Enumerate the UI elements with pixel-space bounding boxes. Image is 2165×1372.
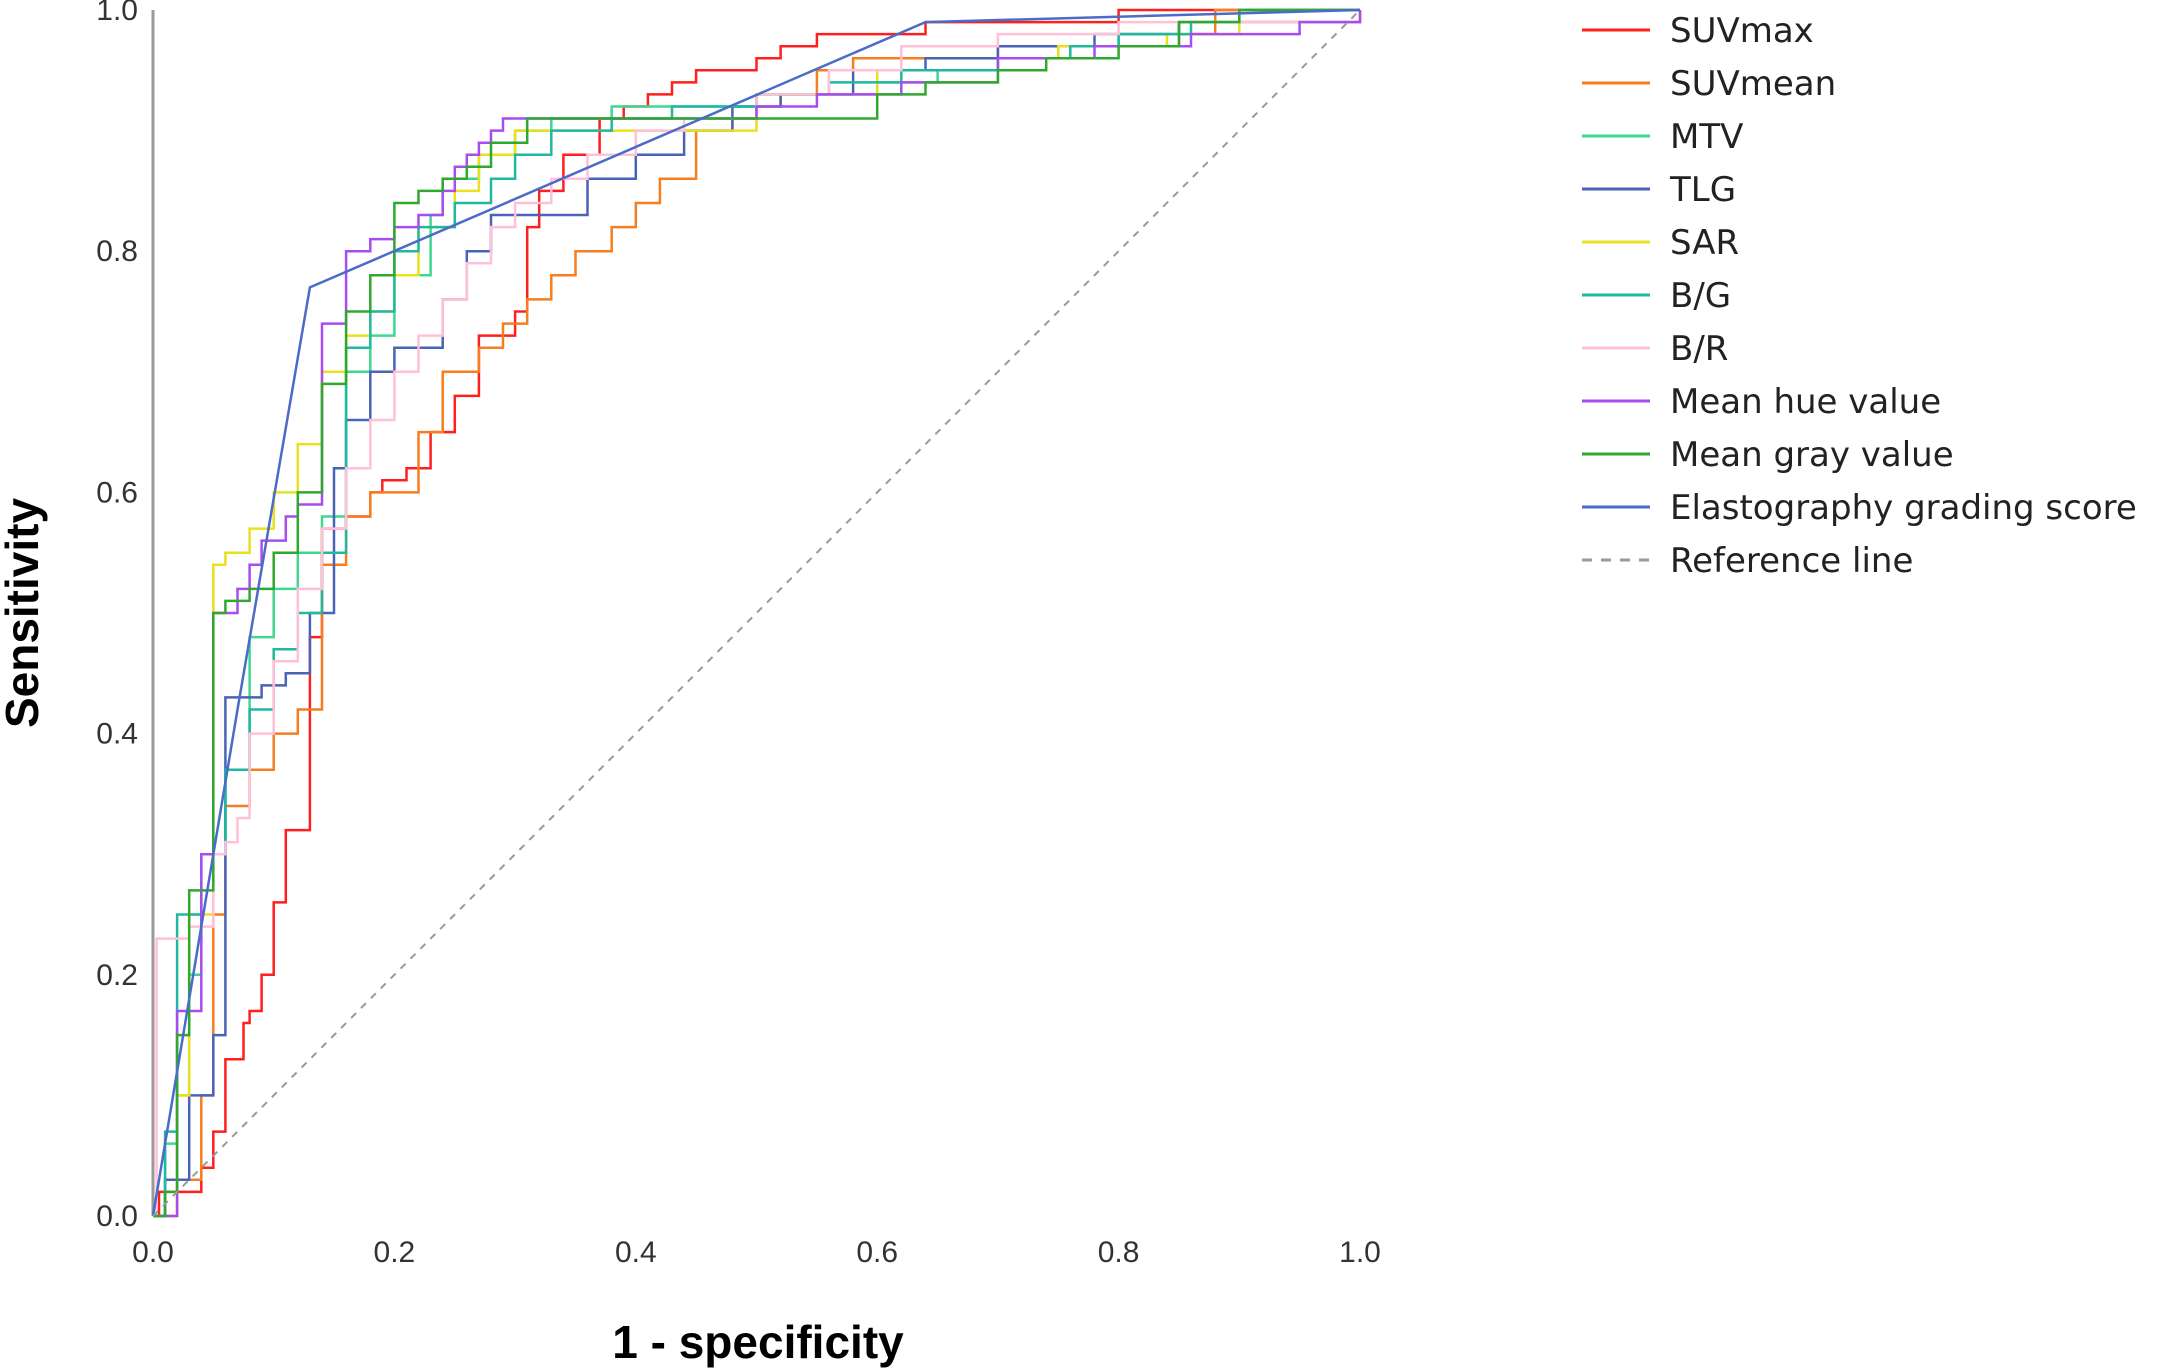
legend-label: TLG [1669,170,1736,210]
y-tick-label: 1.0 [96,0,138,27]
x-axis-ticks: 0.0 0.2 0.4 0.6 0.8 1.0 [132,1236,1381,1269]
y-tick-label: 0.6 [96,476,138,509]
x-tick-label: 0.0 [132,1236,174,1269]
legend-label: SUVmax [1670,11,1814,51]
x-tick-label: 0.8 [1098,1236,1140,1269]
plot-area [151,8,1362,1218]
series-line-b-r [153,10,1362,1218]
x-tick-label: 1.0 [1339,1236,1381,1269]
x-axis-title: 1 - specificity [612,1316,904,1368]
y-axis-title: Sensitivity [0,498,48,729]
legend-label: Mean gray value [1670,435,1954,475]
legend-label: SAR [1670,223,1739,263]
legend-item: Mean hue value [1582,382,1941,422]
x-tick-label: 0.6 [856,1236,898,1269]
series-line-suvmax [153,8,1360,1218]
series-line-suvmean [153,8,1360,1218]
y-tick-label: 0.0 [96,1200,138,1233]
x-tick-label: 0.2 [374,1236,416,1269]
legend-label: MTV [1670,117,1743,157]
legend-item: TLG [1582,170,1736,210]
legend-item: Elastography grading score [1582,488,2137,528]
legend-item: SUVmax [1582,11,1814,51]
legend-label: B/R [1670,329,1728,369]
legend-item: Reference line [1582,541,1913,581]
y-tick-label: 0.2 [96,959,138,992]
legend-label: Elastography grading score [1670,488,2137,528]
y-tick-label: 0.8 [96,235,138,268]
legend-item: SUVmean [1582,64,1836,104]
legend-label: B/G [1670,276,1731,316]
y-axis-ticks: 0.0 0.2 0.4 0.6 0.8 1.0 [96,0,138,1233]
legend-item: Mean gray value [1582,435,1954,475]
legend-item: B/R [1582,329,1728,369]
legend-item: B/G [1582,276,1731,316]
legend-label: Mean hue value [1670,382,1941,422]
legend: SUVmax SUVmean MTV TLG SAR B/G B/R Mean hue val… [1582,11,2137,581]
legend-label: Reference line [1670,541,1913,581]
legend-item: SAR [1582,223,1739,263]
series-line-mean-gray-value [153,8,1360,1218]
x-tick-label: 0.4 [615,1236,657,1269]
series-line-elastography-grading-score [151,8,1361,1217]
y-tick-label: 0.4 [96,718,138,751]
series-layer [151,8,1362,1218]
legend-item: MTV [1582,117,1743,157]
legend-label: SUVmean [1670,64,1836,104]
series-line-reference-line [152,9,1361,1217]
